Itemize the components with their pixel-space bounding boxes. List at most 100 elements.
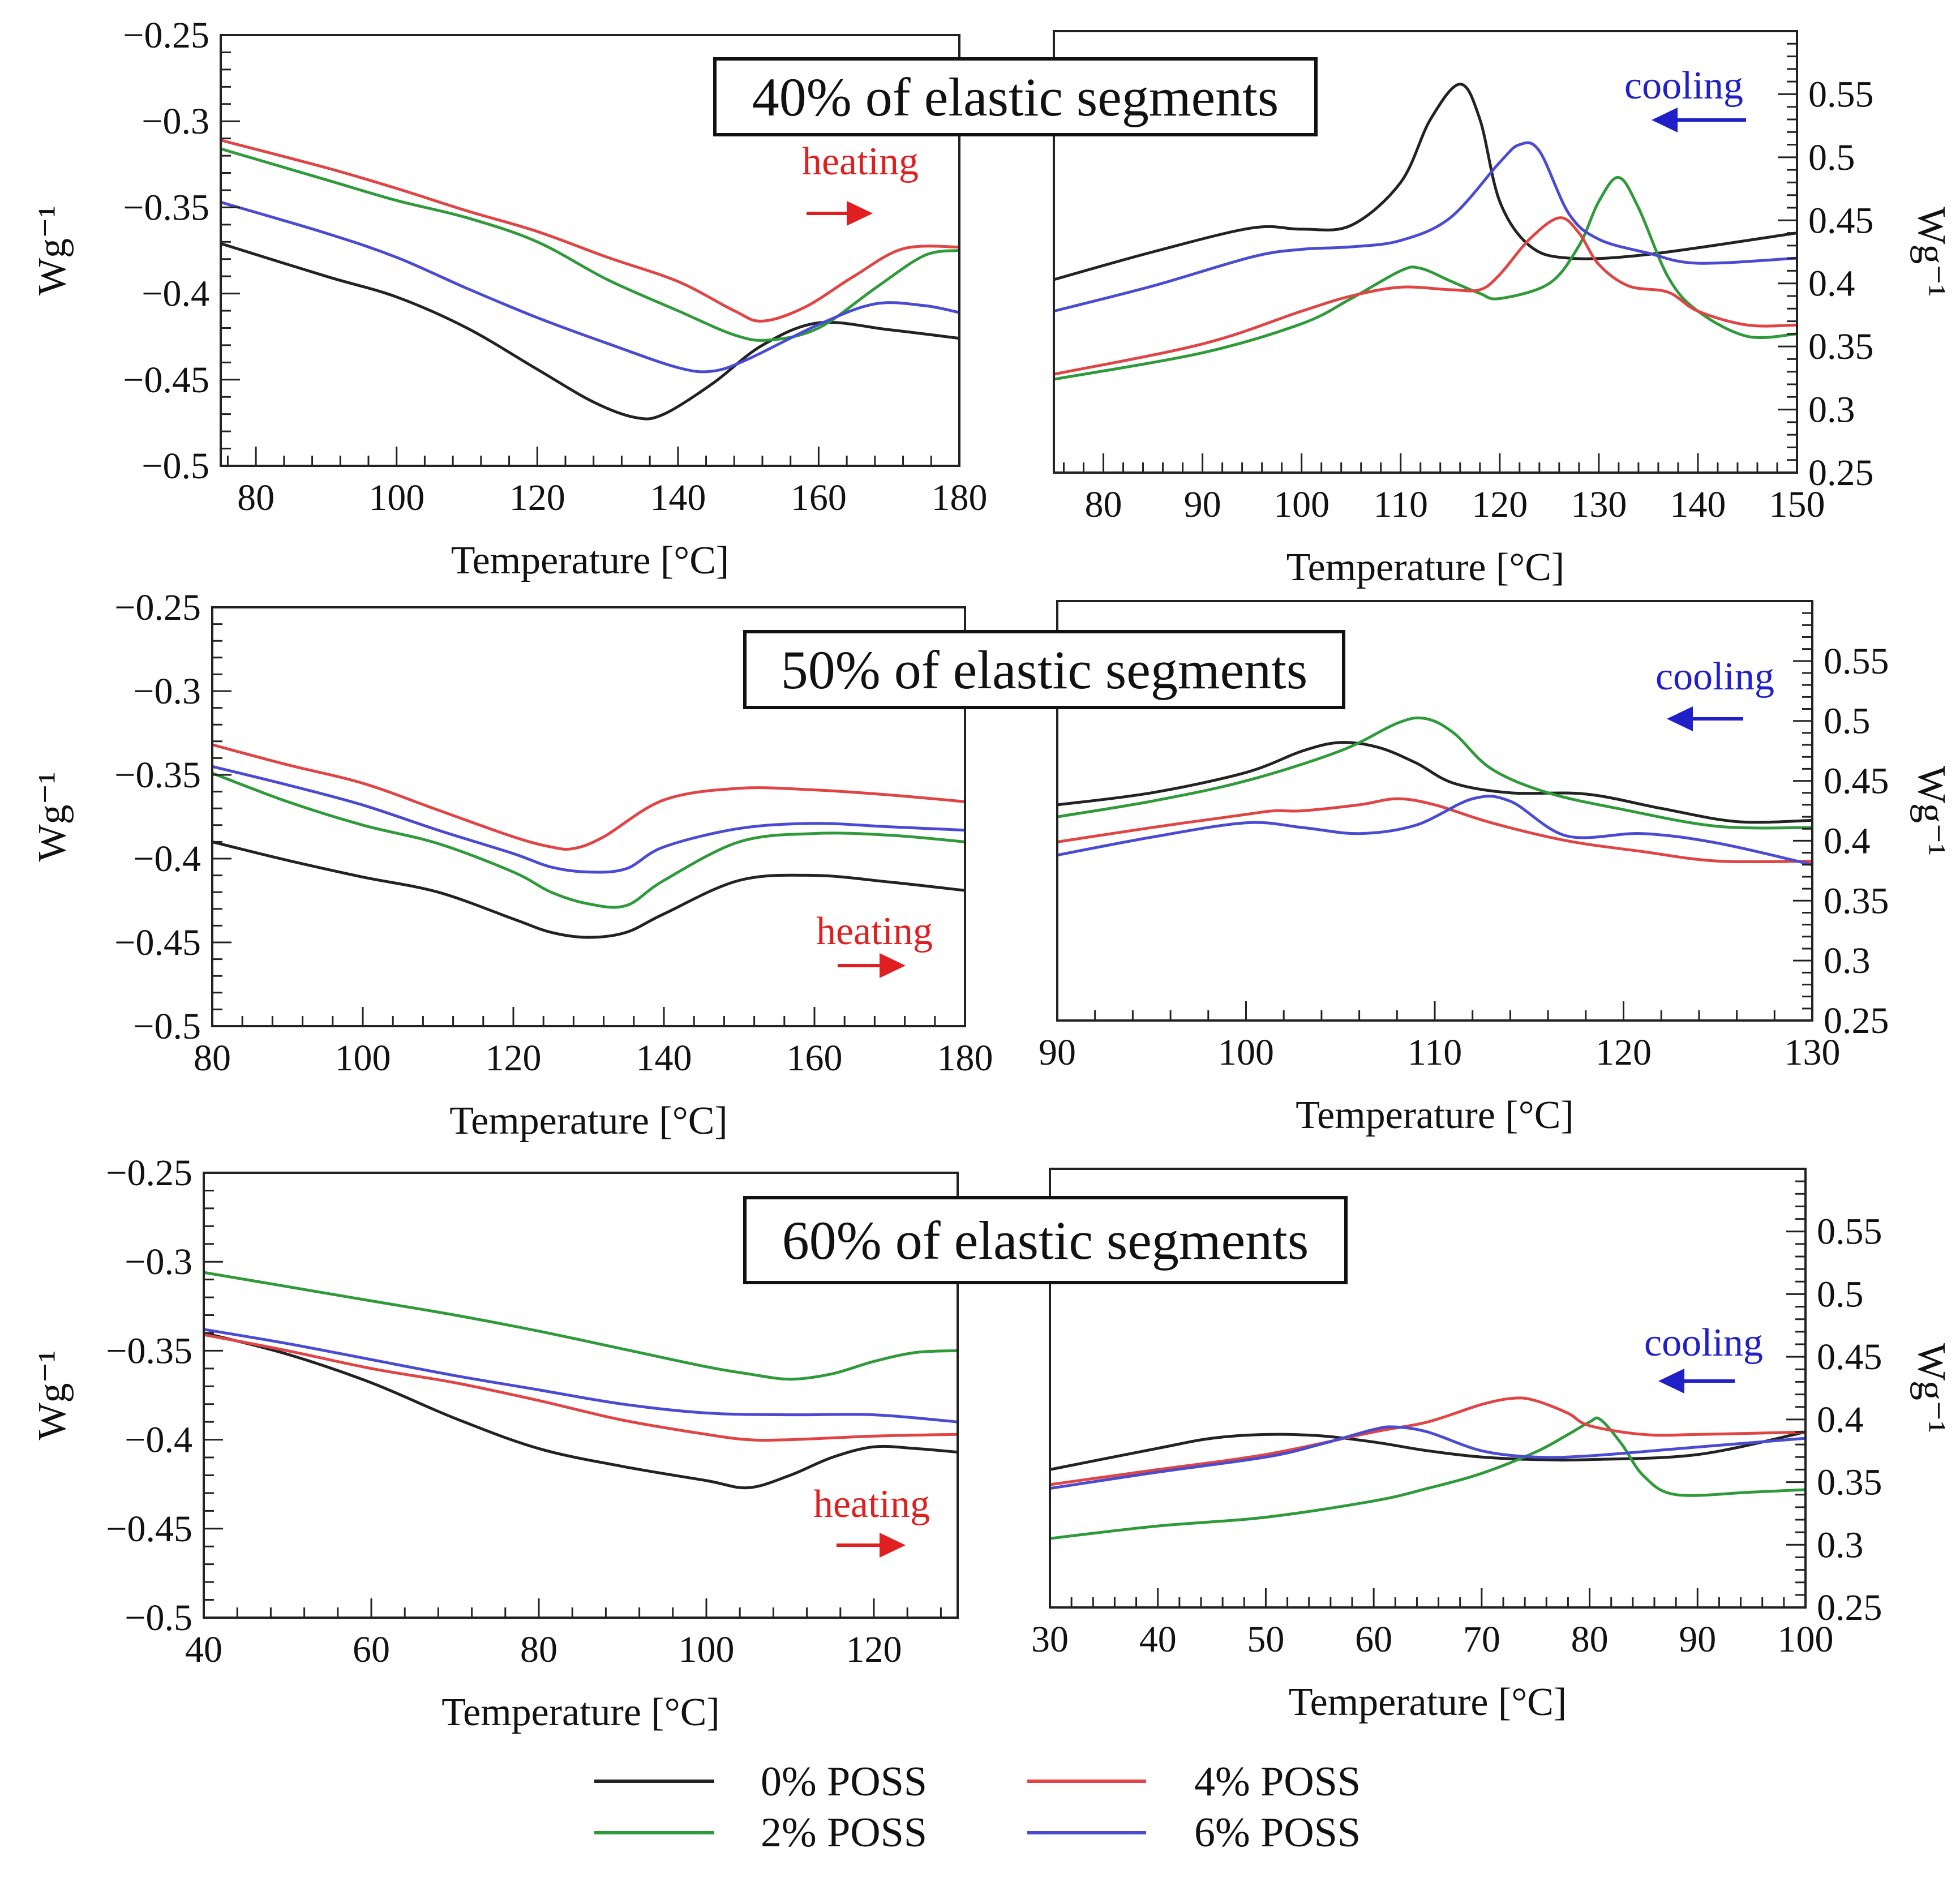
y-tick-label: 0.4 <box>1824 820 1871 861</box>
y-tick-label: −0.4 <box>141 273 209 315</box>
series-line-2poss-1 <box>1054 176 1797 381</box>
x-axis-title: Temperature [°C] <box>451 539 729 582</box>
x-tick-label: 130 <box>1785 1032 1841 1073</box>
x-tick-label: 80 <box>194 1037 231 1079</box>
x-tick-label: 40 <box>1139 1619 1177 1660</box>
heating-arrow-icon <box>880 953 906 978</box>
y-tick-label: −0.4 <box>133 838 201 880</box>
plot-frame <box>220 34 960 467</box>
x-tick-label: 100 <box>335 1037 391 1079</box>
banner-50: 50% of elastic segments <box>743 630 1345 709</box>
plot-frame <box>203 1172 959 1619</box>
x-tick-label: 100 <box>1273 484 1329 525</box>
banner-40-text: 40% of elastic segments <box>752 67 1279 127</box>
x-tick-label: 90 <box>1039 1032 1076 1073</box>
x-tick-label: 50 <box>1247 1619 1284 1660</box>
series-line-6poss-2 <box>212 765 965 874</box>
series-line-4poss-1 <box>1054 216 1797 376</box>
x-tick-label: 120 <box>1596 1032 1652 1073</box>
series-line-4poss-5 <box>1050 1396 1805 1486</box>
y-tick-label: 0.25 <box>1824 1000 1889 1041</box>
x-tick-label: 110 <box>1373 484 1428 525</box>
y-tick-label: 0.5 <box>1808 137 1855 178</box>
y-tick-label: 0.55 <box>1817 1211 1882 1253</box>
x-tick-label: 100 <box>679 1629 735 1670</box>
cooling-arrow-icon <box>1652 108 1678 132</box>
y-tick-label: 0.35 <box>1808 326 1874 367</box>
x-tick-label: 120 <box>846 1629 902 1670</box>
y-axis-title: Wg⁻¹ <box>31 1350 74 1440</box>
series-line-6poss-5 <box>1050 1425 1805 1490</box>
y-tick-label: 0.5 <box>1824 701 1871 742</box>
x-tick-label: 110 <box>1408 1032 1463 1073</box>
y-tick-label: −0.5 <box>125 1597 192 1639</box>
x-tick-label: 180 <box>932 477 988 518</box>
x-tick-label: 90 <box>1679 1619 1716 1660</box>
heating-arrow-icon <box>847 201 873 226</box>
y-axis-title: Wg⁻¹ <box>1910 207 1953 297</box>
y-tick-label: −0.3 <box>141 101 209 142</box>
x-tick-label: 120 <box>486 1037 542 1079</box>
legend-label-1: 4% POSS <box>1194 1759 1361 1805</box>
y-tick-label: −0.35 <box>114 754 201 796</box>
y-tick-label: 0.25 <box>1808 452 1874 494</box>
plot-frame <box>1049 1168 1807 1609</box>
cooling-label: cooling <box>1644 1321 1763 1365</box>
legend: 0% POSS 4% POSS 2% POSS 6% POSS <box>594 1759 1361 1856</box>
legend-label-0: 0% POSS <box>761 1759 927 1805</box>
legend-label-2: 2% POSS <box>761 1810 927 1856</box>
x-tick-label: 120 <box>509 477 565 518</box>
chart-panel-2: 80 100 120 140 160 180 −0.25 −0.3 −0.35 −0.4 −0.45… <box>31 587 993 1143</box>
y-tick-label: −0.45 <box>114 922 201 963</box>
x-tick-label: 80 <box>1571 1619 1609 1660</box>
series-line-0poss-1 <box>1054 83 1797 281</box>
y-tick-label: 0.3 <box>1824 940 1871 981</box>
series-line-2poss-0 <box>221 147 959 342</box>
heating-arrow-icon <box>880 1533 906 1558</box>
banner-50-text: 50% of elastic segments <box>781 640 1307 700</box>
y-axis-title: Wg⁻¹ <box>1910 1343 1953 1433</box>
y-tick-label: −0.25 <box>114 587 201 628</box>
y-axis-title: Wg⁻¹ <box>31 771 74 861</box>
x-axis-title: Temperature [°C] <box>449 1099 727 1143</box>
y-axis-title: Wg⁻¹ <box>31 205 74 295</box>
legend-label-3: 6% POSS <box>1194 1810 1361 1856</box>
banner-60-box <box>743 1196 1348 1284</box>
y-tick-label: 0.4 <box>1817 1399 1864 1440</box>
cooling-label: cooling <box>1656 655 1774 698</box>
y-tick-label: 0.45 <box>1817 1336 1882 1378</box>
series-line-6poss-4 <box>204 1328 958 1423</box>
chart-panel-4: 40 60 80 100 120 −0.25 −0.3 −0.35 −0.4 −0.45 −0.5 T… <box>31 1152 959 1734</box>
x-tick-label: 160 <box>791 477 847 518</box>
series-line-4poss-0 <box>221 139 959 323</box>
x-axis-title: Temperature [°C] <box>1289 1680 1567 1724</box>
y-tick-label: −0.25 <box>123 15 209 56</box>
series-line-0poss-2 <box>212 840 965 939</box>
x-tick-label: 140 <box>636 1037 692 1079</box>
y-tick-label: 0.35 <box>1824 880 1889 921</box>
x-tick-label: 140 <box>1670 484 1726 525</box>
series-line-0poss-5 <box>1050 1430 1805 1471</box>
x-tick-label: 90 <box>1184 484 1221 525</box>
series-line-4poss-2 <box>212 743 965 851</box>
series-line-6poss-0 <box>221 200 959 374</box>
plot-frame <box>211 606 966 1027</box>
y-tick-label: 0.3 <box>1817 1524 1864 1566</box>
y-tick-label: −0.5 <box>133 1006 201 1047</box>
charts-layer: 80 100 120 140 160 180−0.25−0.3−0.35−0.4−0.45… <box>31 15 1953 1734</box>
x-tick-label: 80 <box>237 477 275 518</box>
x-tick-label: 180 <box>937 1037 993 1079</box>
series-line-2poss-2 <box>212 771 965 909</box>
y-tick-label: 0.45 <box>1808 200 1874 241</box>
x-tick-label: 40 <box>185 1629 222 1670</box>
x-axis-title: Temperature [°C] <box>1296 1094 1573 1137</box>
x-tick-label: 80 <box>1085 484 1122 525</box>
y-tick-label: 0.45 <box>1824 761 1889 802</box>
x-tick-label: 120 <box>1472 484 1528 525</box>
x-tick-label: 150 <box>1769 484 1825 525</box>
y-tick-label: 0.4 <box>1808 263 1855 305</box>
y-tick-label: −0.4 <box>125 1420 192 1461</box>
x-tick-label: 130 <box>1571 484 1627 525</box>
